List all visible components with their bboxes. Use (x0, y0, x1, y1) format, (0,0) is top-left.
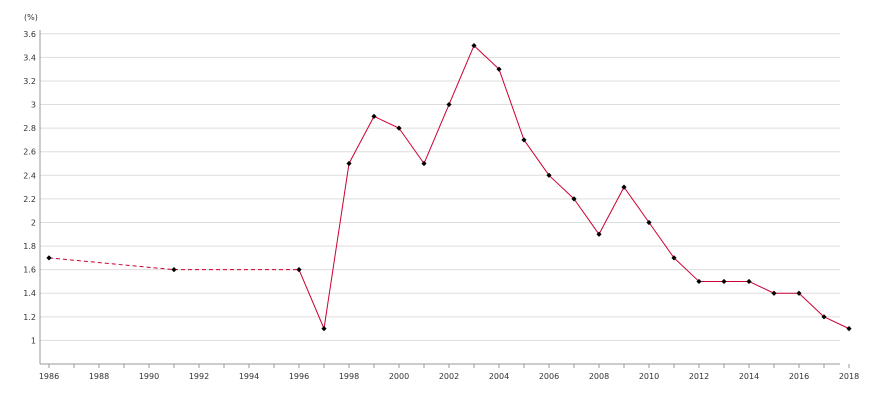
y-tick-label: 1.2 (23, 313, 36, 322)
y-tick-label: 2 (31, 218, 36, 227)
series-line-segment (548, 174, 575, 200)
y-axis-unit-label: (%) (24, 13, 38, 22)
y-tick-label: 1.6 (23, 266, 36, 275)
data-point (721, 278, 727, 285)
data-point (846, 326, 852, 332)
series-line-segment (798, 292, 825, 318)
y-tick-label: 2.8 (23, 124, 36, 133)
series-line-segment (573, 198, 600, 235)
data-point (396, 125, 402, 131)
data-point (521, 137, 527, 143)
series-line-segment (423, 104, 450, 164)
data-point (646, 219, 652, 226)
data-point (496, 66, 502, 72)
x-tick-label: 1998 (339, 372, 359, 381)
x-tick-label: 2000 (389, 372, 409, 381)
data-point (771, 290, 777, 296)
series-line-segment (448, 45, 475, 105)
y-tick-label: 3.4 (23, 53, 36, 62)
data-point (596, 231, 602, 237)
x-tick-label: 2006 (539, 372, 559, 381)
x-tick-label: 1994 (239, 372, 259, 381)
series-line-segment (648, 222, 675, 259)
data-point (546, 172, 552, 178)
series-line-segment (498, 69, 525, 141)
data-point (571, 196, 577, 202)
data-point (621, 184, 627, 190)
series-line-segment (473, 45, 500, 70)
x-tick-label: 2016 (789, 372, 809, 381)
data-point (421, 160, 427, 167)
data-point (371, 113, 377, 119)
x-tick-label: 2004 (489, 372, 509, 381)
series-line-segment (748, 280, 775, 294)
series-line-segment (598, 186, 625, 235)
series-line-segment (673, 257, 700, 282)
data-point (296, 267, 302, 273)
y-tick-label: 2.2 (23, 195, 36, 204)
y-tick-label: 2.4 (23, 171, 36, 180)
y-tick-label: 2.6 (23, 148, 36, 157)
y-tick-label: 3 (31, 101, 36, 110)
x-tick-label: 1992 (189, 372, 209, 381)
data-point (821, 314, 827, 320)
data-point (346, 160, 352, 167)
data-point (696, 278, 702, 285)
series-line-segment (323, 163, 350, 329)
x-tick-label: 1988 (89, 372, 109, 381)
x-tick-label: 2012 (689, 372, 709, 381)
x-tick-label: 2010 (639, 372, 659, 381)
x-tick-label: 2018 (839, 372, 859, 381)
data-point (46, 255, 52, 261)
x-tick-label: 1986 (39, 372, 59, 381)
data-point (171, 267, 177, 273)
data-point (471, 42, 477, 49)
series-line-segment (398, 127, 425, 164)
y-tick-label: 1.8 (23, 242, 36, 251)
x-tick-label: 1996 (289, 372, 309, 381)
series-line-segment (823, 316, 850, 330)
series-line-segment (48, 257, 175, 271)
data-point (671, 255, 677, 261)
y-tick-label: 1.4 (23, 289, 36, 298)
y-tick-label: 3.2 (23, 77, 36, 86)
y-tick-label: 3.6 (23, 30, 36, 39)
data-point (796, 290, 802, 296)
series-line-segment (348, 116, 375, 164)
series-line-segment (298, 269, 325, 329)
x-tick-label: 1990 (139, 372, 159, 381)
series-line-segment (373, 115, 400, 129)
x-tick-label: 2008 (589, 372, 609, 381)
data-point (321, 326, 327, 332)
y-tick-label: 1 (31, 336, 36, 345)
x-tick-label: 2002 (439, 372, 459, 381)
data-point (446, 101, 452, 108)
data-point (746, 278, 752, 285)
x-tick-label: 2014 (739, 372, 759, 381)
series-line-segment (523, 139, 550, 176)
series-line-segment (623, 186, 650, 223)
